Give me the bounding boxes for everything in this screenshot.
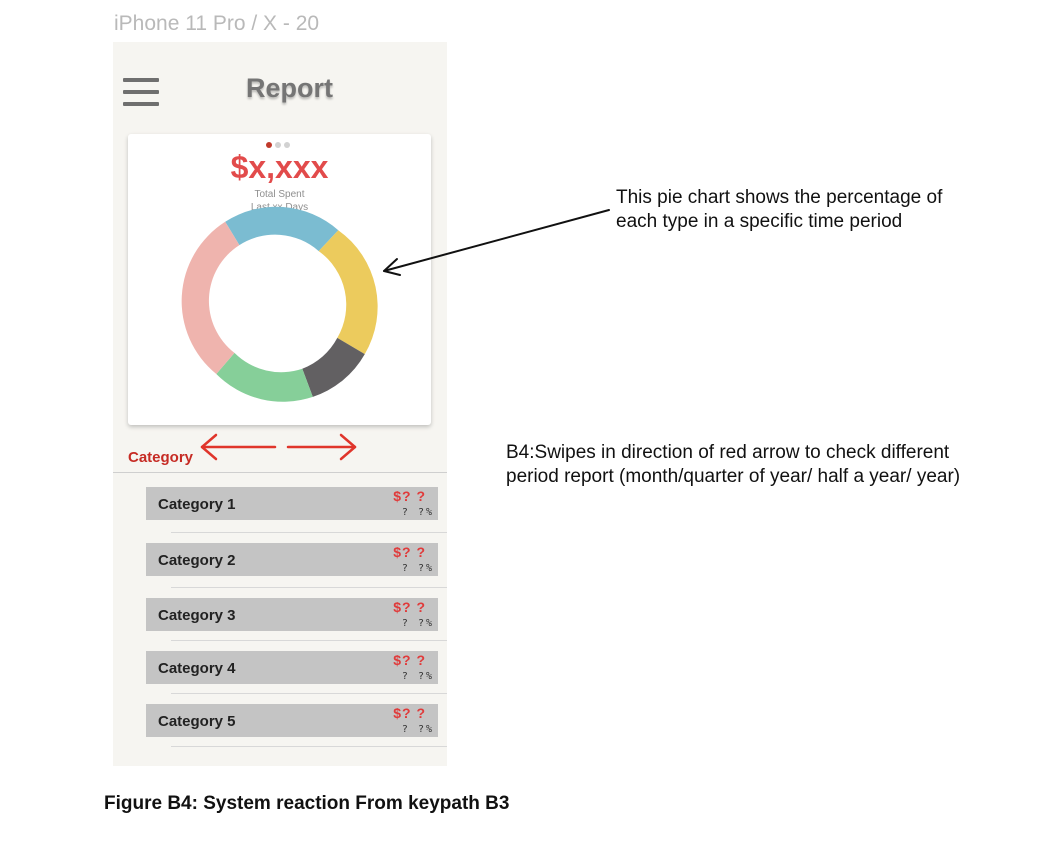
row-divider — [171, 746, 447, 747]
category-percent: ? ?% — [402, 507, 434, 518]
summary-card[interactable]: $x,xxx Total Spent Last xx Days — [128, 134, 431, 425]
category-name: Category 5 — [158, 713, 236, 730]
category-percent: ? ?% — [402, 724, 434, 735]
category-name: Category 2 — [158, 552, 236, 569]
category-percent: ? ?% — [402, 671, 434, 682]
figure-caption: Figure B4: System reaction From keypath … — [104, 793, 509, 815]
swipe-note-line-1: B4:Swipes in direction of red arrow to c… — [506, 441, 960, 465]
category-name: Category 3 — [158, 607, 236, 624]
swipe-annotation: B4:Swipes in direction of red arrow to c… — [506, 441, 960, 489]
pie-annotation: This pie chart shows the percentage of e… — [616, 186, 942, 234]
row-divider — [171, 693, 447, 694]
category-row-4[interactable]: Category 4 $? ? ? ?% — [146, 651, 438, 684]
hamburger-menu-icon[interactable] — [123, 78, 159, 108]
row-divider — [171, 640, 447, 641]
phone-screen: Report $x,xxx Total Spent Last xx Days C… — [113, 42, 447, 766]
donut-chart — [128, 134, 431, 425]
category-amount: $? ? — [393, 544, 426, 560]
category-row-5[interactable]: Category 5 $? ? ? ?% — [146, 704, 438, 737]
donut-segment-blue — [225, 207, 338, 251]
row-divider — [171, 532, 447, 533]
category-amount: $? ? — [393, 652, 426, 668]
row-divider — [171, 587, 447, 588]
donut-segment-pink — [182, 222, 240, 374]
donut-segment-green — [216, 353, 312, 402]
swipe-note-line-2: period report (month/quarter of year/ ha… — [506, 465, 960, 489]
pie-note-line-1: This pie chart shows the percentage of — [616, 186, 942, 210]
category-amount: $? ? — [393, 705, 426, 721]
category-section-label: Category — [128, 449, 193, 466]
section-divider — [113, 472, 447, 473]
category-amount: $? ? — [393, 599, 426, 615]
category-amount: $? ? — [393, 488, 426, 504]
category-percent: ? ?% — [402, 618, 434, 629]
category-row-3[interactable]: Category 3 $? ? ? ?% — [146, 598, 438, 631]
pie-note-line-2: each type in a specific time period — [616, 210, 942, 234]
category-name: Category 1 — [158, 496, 236, 513]
category-row-1[interactable]: Category 1 $? ? ? ?% — [146, 487, 438, 520]
category-row-2[interactable]: Category 2 $? ? ? ?% — [146, 543, 438, 576]
category-name: Category 4 — [158, 660, 236, 677]
page-title: Report — [246, 73, 333, 104]
category-percent: ? ?% — [402, 563, 434, 574]
frame-label: iPhone 11 Pro / X - 20 — [114, 12, 319, 36]
donut-segment-yellow — [319, 230, 378, 354]
